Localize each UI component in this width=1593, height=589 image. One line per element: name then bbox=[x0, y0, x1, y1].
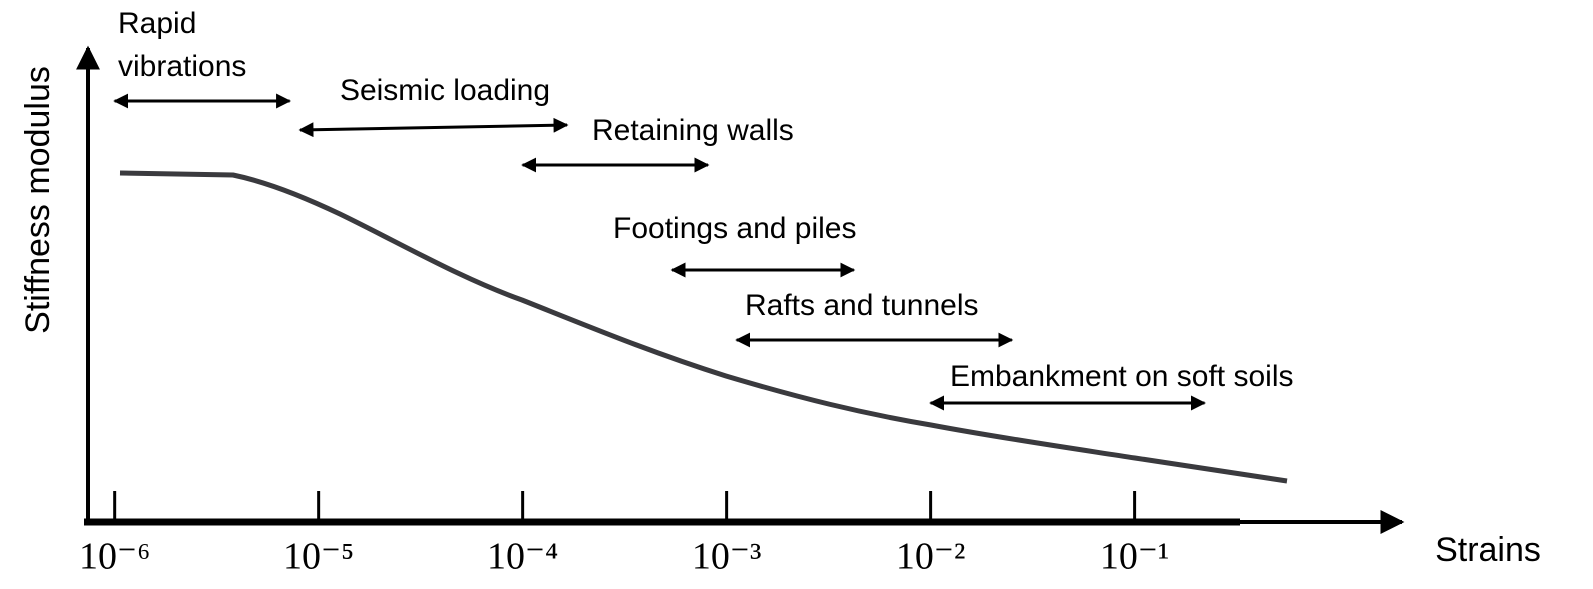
y-axis-label: Stiffness modulus bbox=[19, 66, 57, 334]
x-tick-label: 10⁻³ bbox=[692, 536, 761, 578]
x-tick-label: 10⁻² bbox=[896, 536, 965, 578]
x-tick-label: 10⁻⁵ bbox=[283, 536, 354, 578]
x-tick-label: 10⁻¹ bbox=[1100, 536, 1169, 578]
range-label: Rapid bbox=[118, 7, 196, 40]
range-label: vibrations bbox=[118, 50, 246, 83]
range-label: Rafts and tunnels bbox=[745, 289, 978, 322]
range-label: Seismic loading bbox=[340, 74, 550, 107]
x-tick-label: 10⁻⁶ bbox=[79, 536, 150, 578]
range-label: Embankment on soft soils bbox=[950, 360, 1294, 393]
range-label: Footings and piles bbox=[613, 212, 857, 245]
range-label: Retaining walls bbox=[592, 114, 794, 147]
stiffness-curve bbox=[119, 170, 1288, 484]
x-tick-label: 10⁻⁴ bbox=[487, 536, 558, 578]
x-axis-label: Strains bbox=[1435, 531, 1541, 569]
range-arrow bbox=[298, 117, 569, 138]
